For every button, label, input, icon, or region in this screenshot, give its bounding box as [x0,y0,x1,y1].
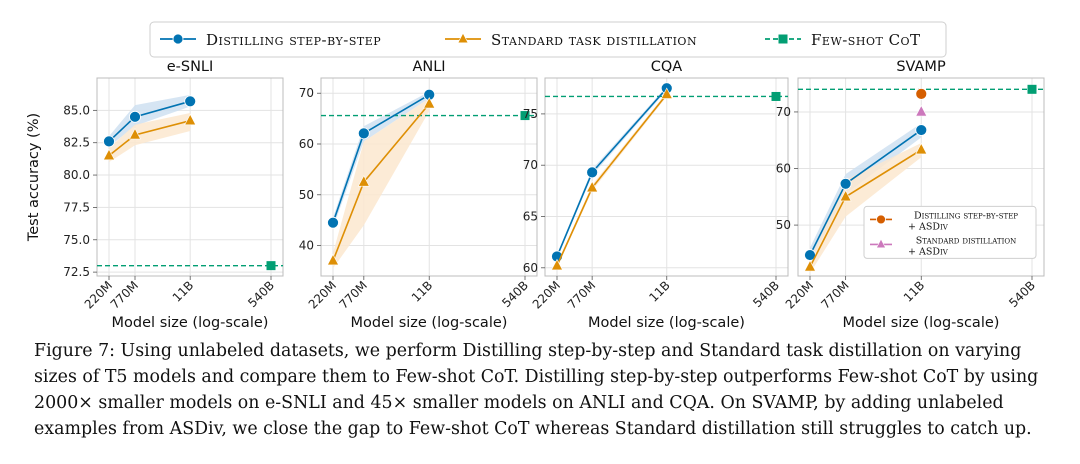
x-tick-label: 220M [306,278,339,311]
data-point-distilling-step-by-step-asdiv [915,87,928,100]
inset-legend-marker-1 [876,238,886,249]
data-point-distilling-step-by-step [184,95,197,108]
confidence-band [333,91,430,228]
data-point-standard-task-distillation [184,113,197,126]
figure: Distilling step-by-step Standard task dis… [26,21,1045,331]
y-tick-label: 40 [299,239,314,253]
y-axis-label: Test accuracy (%) [26,113,42,242]
y-tick-label: 65 [523,209,538,223]
data-point-standard-task-distillation [423,96,436,109]
data-point-standard-task-distillation [327,253,339,266]
confidence-band [557,86,667,259]
x-tick-label: 770M [818,278,851,311]
x-axis-label: Model size (log-scale) [112,315,269,331]
inset-legend-label-line1: Standard distillation [916,235,1016,246]
y-tick-label: 75 [523,107,538,121]
panel-title: CQA [651,59,683,75]
legend-marker-0 [172,33,184,45]
y-tick-label: 75.0 [63,233,90,247]
confidence-band [557,92,667,268]
x-axis-label: Model size (log-scale) [351,315,508,331]
data-point-standard-distillation-asdiv [915,104,928,117]
x-tick-label: 540B [245,278,277,310]
data-point-standard-task-distillation [915,142,928,155]
inset-legend-box [863,205,1037,259]
y-tick-label: 72.5 [63,265,90,279]
y-tick-label: 70 [299,86,314,100]
x-tick-label: 11B [646,278,673,305]
x-tick-label: 770M [337,278,370,311]
series-line-standard-task-distillation [556,93,668,267]
data-point-standard-task-distillation [839,189,852,202]
data-point-standard-task-distillation [129,127,141,140]
inset-legend-label-line2: + ASDiv [908,246,949,257]
panel-title: ANLI [412,59,445,75]
legend-label-2: Few-shot CoT [811,31,921,49]
data-point-distilling-step-by-step [129,110,141,123]
x-tick-label: 770M [565,278,598,311]
y-tick-label: 70 [776,105,791,119]
data-point-few-shot-cot [1027,84,1037,94]
legend-label-1: Standard task distillation [491,31,697,49]
legend-marker-1 [457,32,469,44]
y-tick-label: 60 [299,137,314,151]
inset-legend-marker-0 [876,214,886,225]
x-tick-label: 11B [901,278,928,305]
y-tick-label: 50 [299,188,314,202]
data-point-standard-task-distillation [804,260,816,272]
data-point-distilling-step-by-step [327,216,339,229]
x-tick-label: 220M [82,278,115,311]
legend: Distilling step-by-step Standard task dis… [149,21,947,58]
data-point-distilling-step-by-step [586,166,599,179]
legend-marker-2 [778,34,788,44]
panel-title: e-SNLI [167,59,214,75]
data-point-distilling-step-by-step [103,135,115,148]
data-point-few-shot-cot [771,91,781,101]
data-point-standard-task-distillation [586,180,599,193]
confidence-band [333,98,430,269]
y-tick-label: 85.0 [63,103,90,117]
data-point-standard-task-distillation [103,148,115,161]
y-tick-label: 60 [776,162,791,176]
x-tick-label: 220M [783,278,816,311]
data-point-distilling-step-by-step [915,124,928,136]
data-point-few-shot-cot [520,111,530,121]
y-tick-label: 77.5 [63,200,90,214]
y-tick-label: 70 [523,158,538,172]
caption-text: Figure 7: Using unlabeled datasets, we p… [34,341,1039,439]
panel-cqa: CQA 60 65 70 75 220M 770M 11B 540B Model size (lo… [523,59,789,331]
inset-legend-label-line2: + ASDiv [908,221,949,232]
data-point-standard-task-distillation [551,258,563,271]
data-point-standard-task-distillation [660,87,673,99]
figure-caption: Figure 7: Using unlabeled datasets, we p… [34,338,1054,442]
x-tick-label: 11B [409,278,436,305]
data-point-standard-task-distillation [357,175,370,187]
x-tick-label: 11B [170,278,197,305]
x-tick-label: 540B [750,278,782,310]
y-tick-label: 80.0 [63,168,90,182]
x-tick-label: 540B [499,278,531,310]
x-axis-label: Model size (log-scale) [843,315,1000,331]
y-tick-label: 50 [776,218,791,232]
legend-label-0: Distilling step-by-step [206,31,381,49]
data-point-distilling-step-by-step [839,177,852,190]
x-tick-label: 770M [108,278,141,311]
x-tick-label: 220M [530,278,563,311]
panel-title: SVAMP [896,59,946,75]
y-tick-label: 60 [523,261,538,275]
x-axis-label: Model size (log-scale) [588,315,745,331]
x-tick-label: 540B [1006,278,1038,310]
inset-legend-label-line1: Distilling step-by-step [914,210,1018,221]
confidence-band [810,143,922,274]
panel-svamp: SVAMP 50 60 70 220M 770M 11B 540B Model size (lo… [776,59,1045,331]
legend-box [149,21,947,58]
y-tick-label: 82.5 [63,136,90,150]
data-point-distilling-step-by-step [357,127,370,140]
data-point-few-shot-cot [266,261,276,271]
